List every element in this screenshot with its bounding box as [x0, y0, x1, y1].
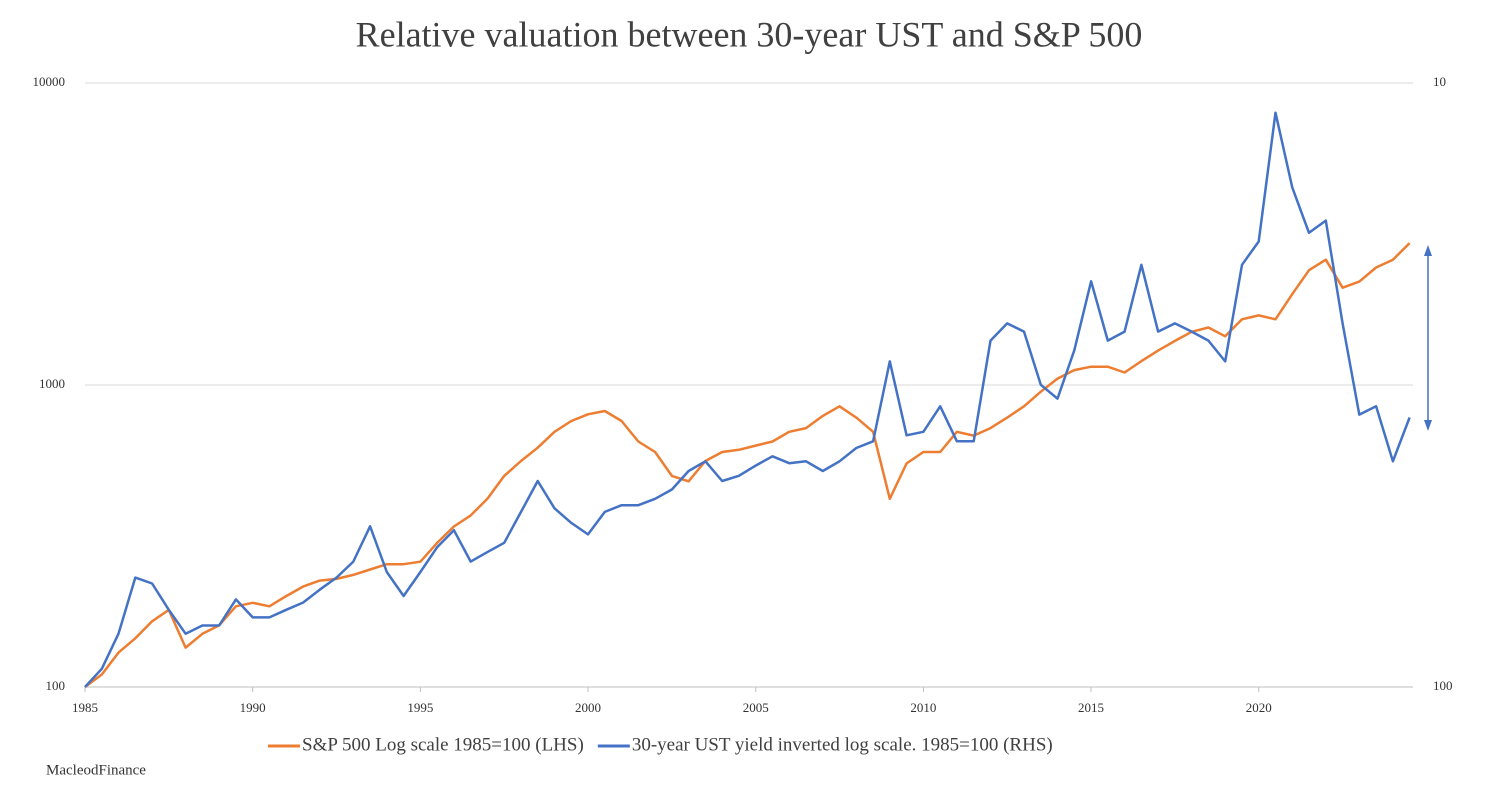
x-tick-label: 2000	[575, 700, 601, 715]
y2-tick-label: 10	[1433, 74, 1446, 89]
x-tick-label: 1985	[72, 700, 98, 715]
legend-label: 30-year UST yield inverted log scale. 19…	[632, 734, 1053, 755]
x-tick-label: 1990	[240, 700, 266, 715]
y-tick-label: 10000	[33, 74, 66, 89]
x-tick-label: 2020	[1246, 700, 1272, 715]
x-tick-label: 2010	[910, 700, 936, 715]
y2-tick-label: 100	[1433, 678, 1453, 693]
y-tick-label: 1000	[39, 376, 65, 391]
source: MacleodFinance	[46, 762, 146, 778]
x-tick-label: 2005	[743, 700, 769, 715]
legend-label: S&P 500 Log scale 1985=100 (LHS)	[302, 734, 584, 755]
y-tick-label: 100	[46, 678, 66, 693]
chart-title: Relative valuation between 30-year UST a…	[356, 14, 1143, 54]
series-line	[84, 111, 1411, 688]
annotation-arrow	[1424, 245, 1432, 431]
x-tick-label: 2015	[1078, 700, 1104, 715]
x-tick-label: 1995	[407, 700, 433, 715]
series-line	[84, 242, 1411, 689]
